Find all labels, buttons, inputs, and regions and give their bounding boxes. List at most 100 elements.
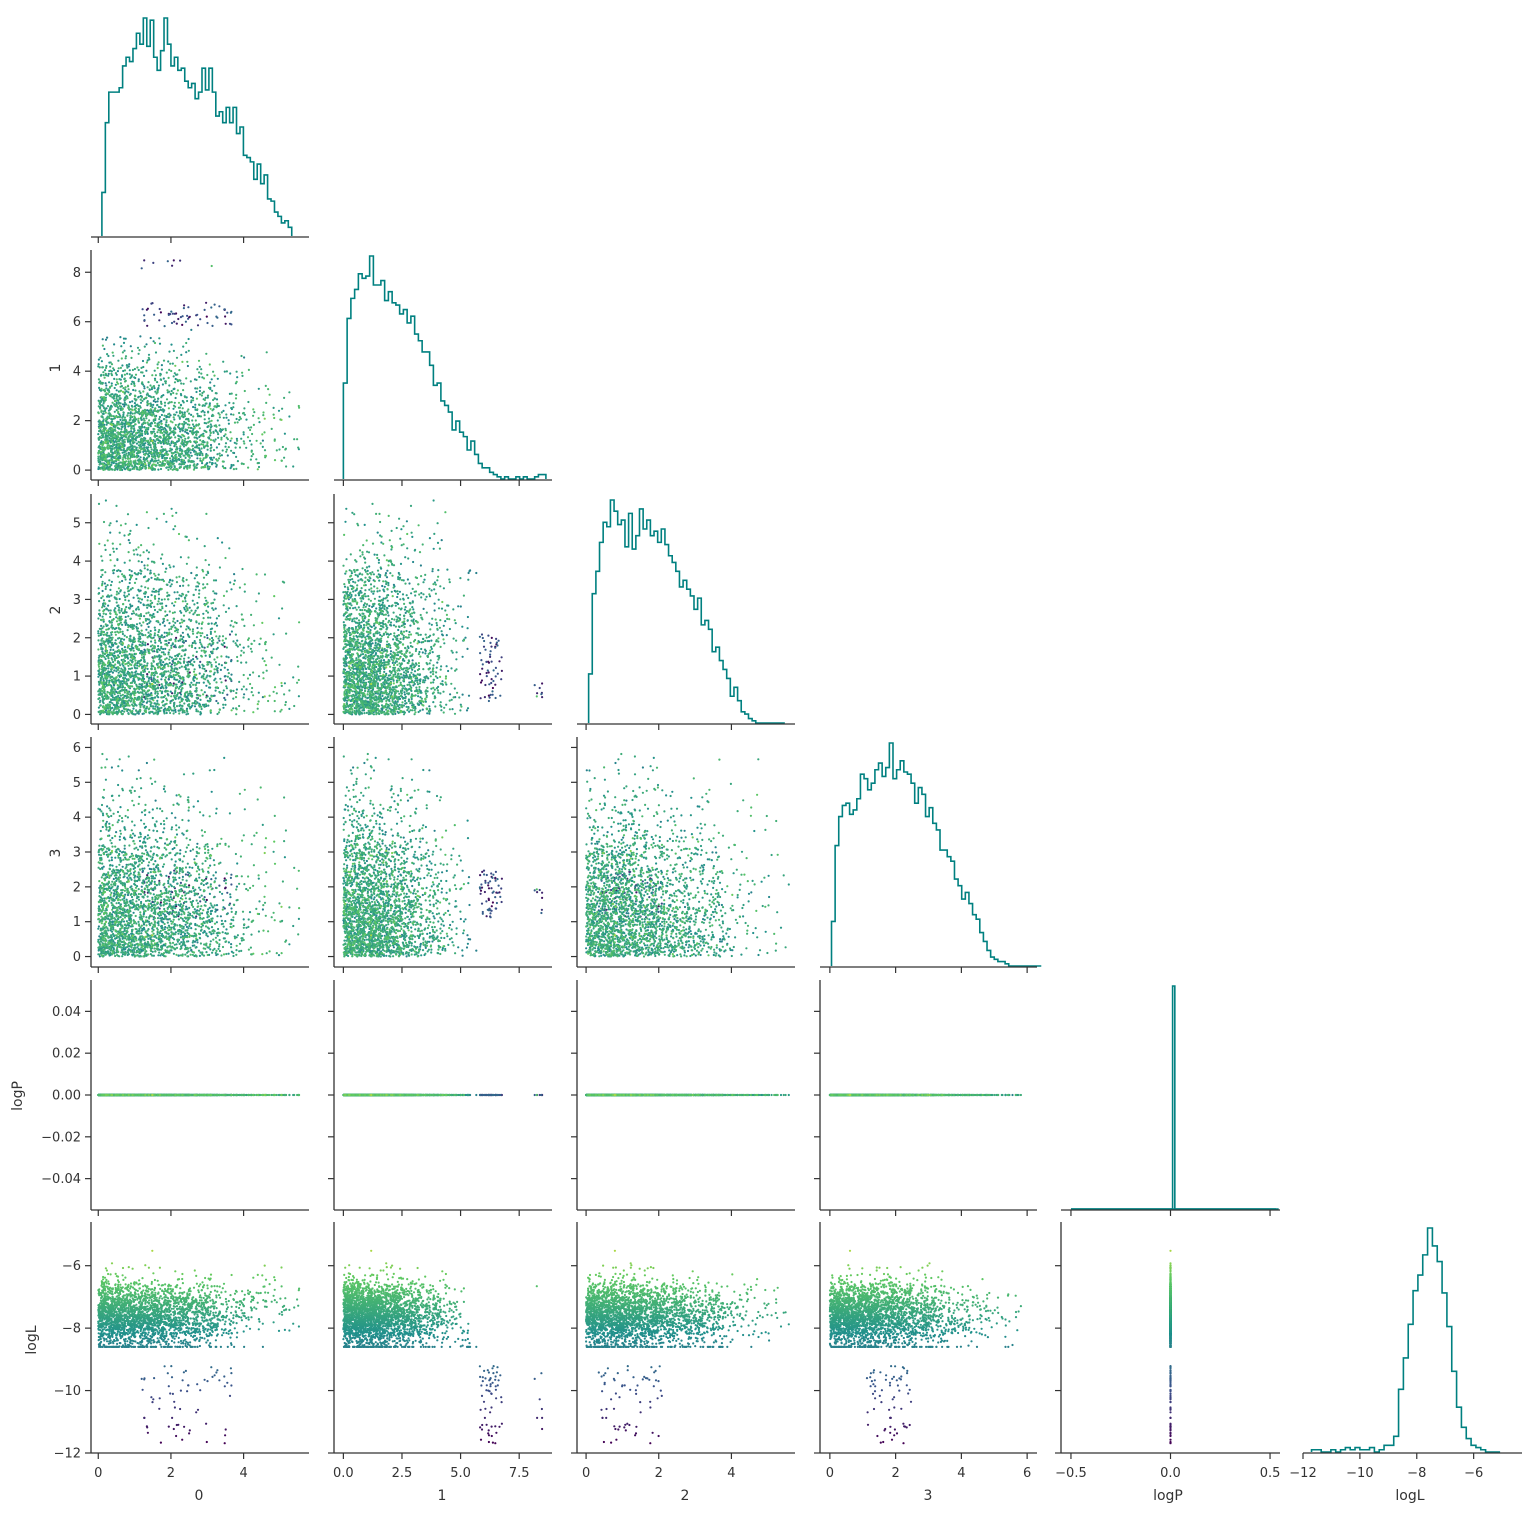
point [142,665,145,668]
point [225,661,228,665]
point [198,375,201,379]
point [225,450,228,453]
point [145,466,148,469]
point [145,343,148,346]
point [173,611,176,614]
point [275,449,278,452]
point [121,439,124,442]
point [211,409,214,412]
point [167,598,170,601]
point [186,364,189,368]
point [108,524,111,527]
point [99,356,102,359]
point [129,461,133,465]
point [99,420,102,423]
point [169,393,173,396]
point [123,392,126,395]
point [112,709,115,712]
point [143,426,146,429]
point [117,433,120,436]
point [206,611,210,614]
point [127,365,130,368]
point [168,390,171,393]
point [139,554,142,557]
point [233,573,236,576]
point [110,415,113,418]
point [201,440,204,443]
point [123,373,126,376]
point [137,352,140,355]
point [167,360,170,363]
point [212,590,215,593]
point [151,705,154,708]
point [135,436,138,439]
point [200,394,203,397]
point [242,673,245,677]
point [203,411,206,414]
point [176,458,180,461]
point [240,437,243,440]
point [213,658,216,661]
point [111,448,114,451]
point [106,353,109,356]
point [202,673,205,676]
point [104,585,107,588]
point [137,698,140,701]
point [194,588,197,591]
point [115,601,118,604]
point [106,584,109,587]
point [185,377,188,380]
point [172,349,175,352]
point [97,358,100,361]
point [241,374,244,377]
point [176,591,179,594]
point [224,445,227,448]
point [198,666,201,669]
point [207,622,210,626]
point [126,513,130,516]
point [198,582,201,585]
point [209,431,212,435]
point [113,403,116,406]
point [134,407,138,410]
point [126,366,129,369]
point [101,695,104,698]
point [154,629,157,632]
point [138,590,141,593]
point [285,465,288,468]
point [179,435,182,438]
point [194,430,197,434]
point [167,694,170,697]
point [100,381,103,384]
point [97,437,100,440]
point [137,396,140,399]
point [163,325,166,328]
point [129,457,132,460]
point [174,436,177,439]
point [163,704,166,707]
point [215,463,218,467]
point [129,460,132,463]
point [227,656,230,659]
point [128,568,131,572]
point [129,443,132,446]
point [113,564,116,567]
point [232,464,235,467]
point [164,448,167,451]
point [168,401,171,404]
point [212,449,216,452]
point [173,312,176,315]
point [223,641,226,645]
point [111,420,114,423]
point [124,598,127,602]
point [235,417,238,421]
point [114,415,117,418]
point [195,390,198,394]
point [235,605,238,608]
point [280,418,283,421]
point [205,315,208,318]
point [124,388,127,391]
point [149,408,152,411]
point [114,383,117,386]
point [212,370,215,373]
